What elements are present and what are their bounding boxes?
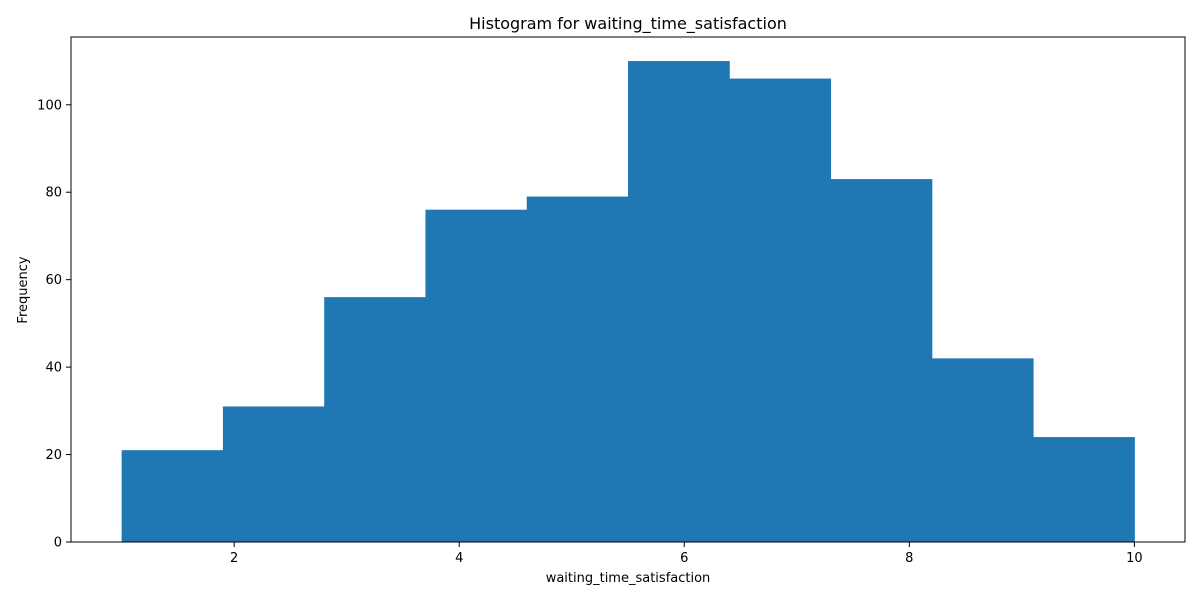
- histogram-bar: [324, 297, 426, 542]
- x-tick-label: 2: [230, 551, 238, 566]
- y-tick-label: 100: [37, 98, 62, 113]
- histogram-bar: [830, 179, 933, 543]
- chart-title: Histogram for waiting_time_satisfaction: [469, 14, 787, 34]
- y-axis-label: Frequency: [16, 256, 31, 323]
- histogram-bar: [729, 78, 832, 542]
- histogram-bar: [526, 196, 629, 542]
- y-axis: 0 20 40 60 80 100: [37, 98, 71, 551]
- y-tick-label: 80: [45, 186, 62, 201]
- bars-group: [121, 61, 1135, 543]
- histogram-bar: [425, 209, 528, 542]
- x-axis: 2 4 6 8 10: [230, 542, 1143, 566]
- histogram-bar: [931, 358, 1034, 542]
- histogram-bar: [121, 450, 224, 542]
- plot-frame: [70, 36, 1186, 543]
- y-tick-label: 20: [45, 448, 62, 463]
- histogram-bar: [1033, 437, 1135, 542]
- histogram-bar: [628, 61, 730, 543]
- x-tick-label: 4: [455, 551, 463, 566]
- x-tick-label: 6: [680, 551, 688, 566]
- y-tick-label: 0: [54, 536, 62, 551]
- x-tick-label: 8: [905, 551, 913, 566]
- x-tick-label: 10: [1126, 551, 1143, 566]
- y-tick-label: 60: [45, 273, 62, 288]
- y-tick-label: 40: [45, 361, 62, 376]
- x-axis-label: waiting_time_satisfaction: [546, 571, 711, 586]
- histogram-bar: [222, 406, 325, 542]
